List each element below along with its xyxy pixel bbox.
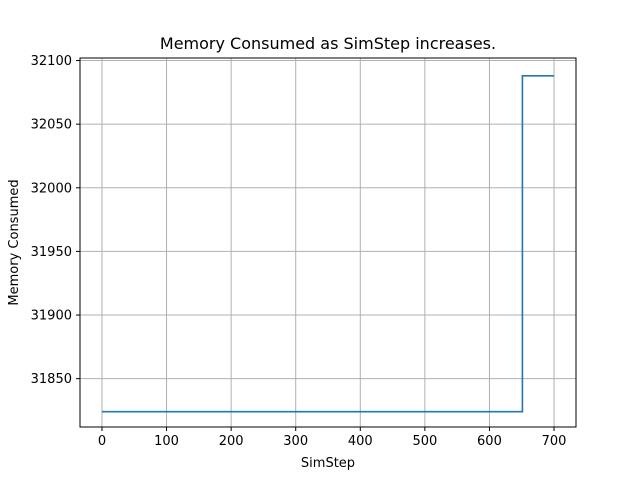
chart-title: Memory Consumed as SimStep increases. <box>160 34 496 53</box>
x-axis-ticks: 0 100 200 300 400 500 600 700 <box>98 427 567 449</box>
series-line <box>101 75 555 413</box>
x-tick-label: 100 <box>154 434 179 449</box>
y-tick-label: 31950 <box>31 245 72 260</box>
grid <box>80 58 576 427</box>
y-tick-label: 32000 <box>31 181 72 196</box>
x-tick-label: 0 <box>98 434 106 449</box>
x-tick-label: 400 <box>348 434 373 449</box>
y-tick-label: 31850 <box>31 372 72 387</box>
x-tick-label: 700 <box>542 434 567 449</box>
plot-frame <box>79 57 577 428</box>
y-axis-title: Memory Consumed <box>7 179 22 305</box>
x-axis-title: SimStep <box>301 456 355 471</box>
y-tick-label: 31900 <box>31 309 72 324</box>
y-axis-ticks: 31850 31900 31950 32000 32050 32100 <box>31 54 80 387</box>
y-tick-label: 32050 <box>31 118 72 133</box>
series-layer <box>101 75 555 413</box>
y-tick-label: 32100 <box>31 54 72 69</box>
x-tick-label: 300 <box>283 434 308 449</box>
x-tick-label: 600 <box>477 434 502 449</box>
x-tick-label: 200 <box>219 434 244 449</box>
x-tick-label: 500 <box>412 434 437 449</box>
